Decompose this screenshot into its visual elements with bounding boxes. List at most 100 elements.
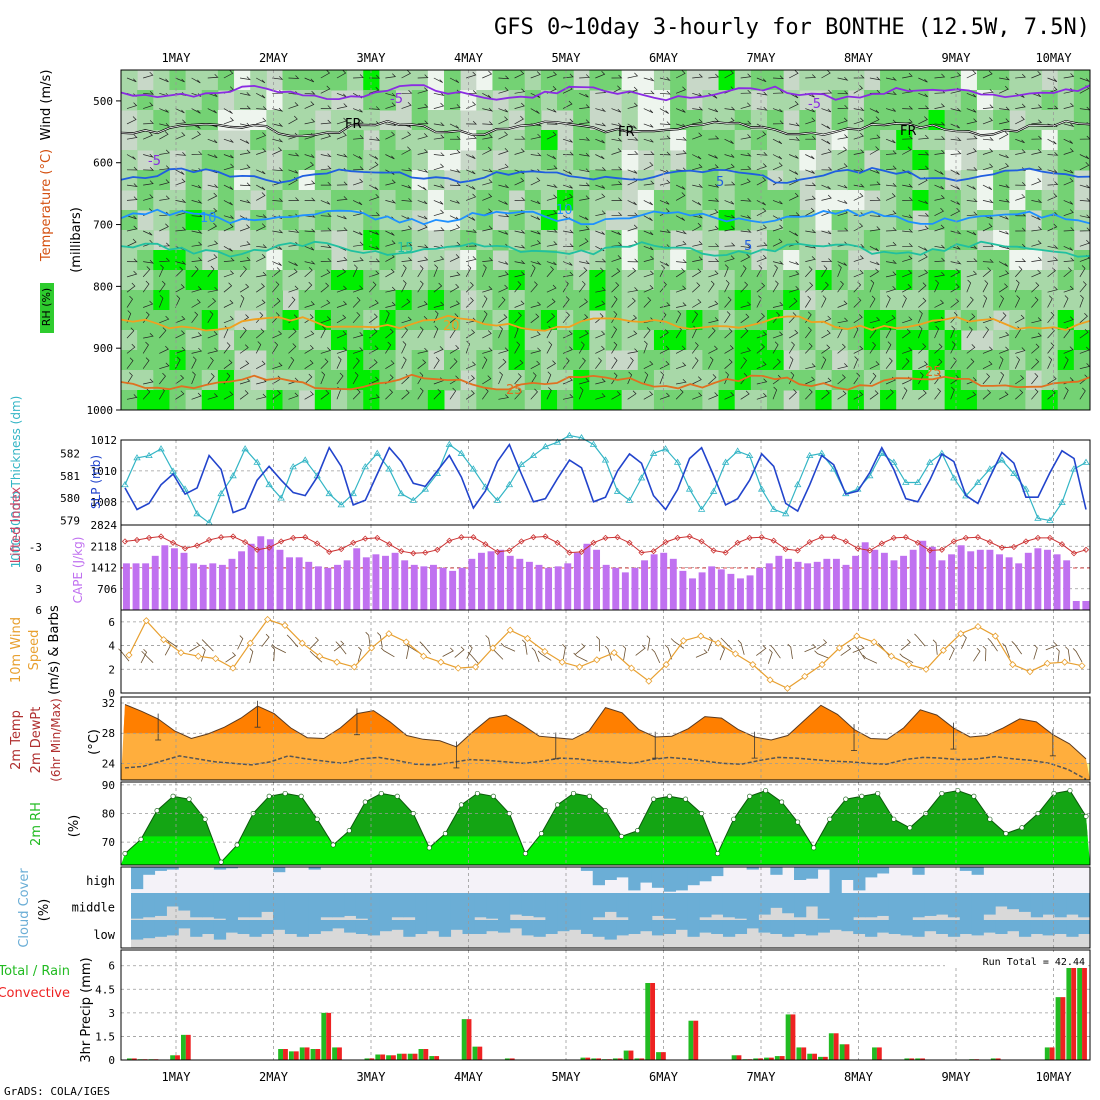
rh-cell [557, 290, 574, 311]
rh-cell [767, 230, 784, 251]
rh-cell [783, 150, 800, 171]
rh-cell [1041, 290, 1059, 311]
wind-barb [708, 135, 720, 140]
cape-bar [334, 564, 341, 610]
rh-cell [863, 290, 881, 311]
wind-speed-point [593, 656, 601, 664]
wind-barb [643, 151, 655, 155]
rh-cell [702, 110, 720, 131]
precip-convective-bar [391, 1055, 396, 1060]
low-cloud-bar [888, 920, 901, 934]
wind-barb [256, 223, 266, 232]
wind-barb [918, 361, 928, 370]
rh-cell [621, 110, 639, 131]
rh-cell [1009, 370, 1026, 391]
wind-barb [837, 264, 842, 278]
wind-barb [304, 314, 314, 324]
thickness-point [613, 487, 622, 494]
rh-cell [815, 310, 833, 331]
li-point [866, 547, 873, 554]
cape-bar [123, 563, 130, 610]
wind-barb [191, 356, 197, 369]
middle-cloud-bar [865, 893, 878, 918]
wind-barb [288, 285, 299, 293]
wind-barb [207, 286, 219, 293]
rh-cell [234, 150, 251, 171]
wind-barb [320, 200, 331, 205]
rh-cell [896, 170, 913, 191]
rh-cell [540, 70, 558, 91]
low-cloud-bar [557, 920, 570, 932]
wind-barb [498, 296, 506, 308]
rh-cell [330, 310, 348, 331]
precip-total-bar [915, 1058, 921, 1060]
wind-barb [466, 120, 478, 125]
cape-bar [1063, 560, 1071, 610]
wind-barb [821, 356, 827, 369]
wind-barb [530, 388, 538, 400]
wind-barb [530, 230, 541, 235]
li-point [1034, 534, 1042, 541]
li-point [278, 538, 285, 545]
wind-barb [966, 326, 973, 339]
rh-cell [1025, 330, 1043, 351]
wind-barb [223, 342, 231, 354]
wind-barb [1015, 375, 1025, 385]
rh-cell [1073, 290, 1090, 311]
rh-cell [492, 330, 510, 351]
rh-cell [976, 250, 994, 271]
wind-barb [869, 196, 881, 201]
li-point [578, 548, 585, 555]
low-cloud-bar [190, 920, 203, 937]
wind-barb [1047, 245, 1059, 249]
wind-barb [902, 228, 914, 233]
rh-cell [347, 150, 364, 171]
wind-barb [595, 345, 605, 354]
wind-barb [498, 75, 510, 80]
rh-cell [330, 130, 348, 151]
rh-point [683, 796, 689, 802]
precip-axis-title: 3hr Precip (mm) [79, 957, 94, 1062]
wind-speed-point [818, 660, 826, 669]
wind-barb [998, 215, 1009, 220]
wind-barb [659, 135, 671, 140]
rh-cell [250, 110, 267, 131]
wind-barb [449, 345, 460, 354]
wind-barb [126, 372, 133, 385]
rh-cell [282, 270, 300, 291]
wind-barb [805, 182, 817, 187]
wind-barb [692, 214, 704, 219]
wind-barb [789, 285, 800, 293]
low-cloud-bar [616, 920, 629, 936]
thickness-point [193, 510, 201, 517]
wind-barb [805, 388, 813, 400]
wind-barb [239, 326, 247, 339]
rh-cell [201, 290, 219, 311]
precip-total-bar [904, 1058, 910, 1060]
cape-bar [506, 555, 514, 610]
wind-barb [740, 281, 749, 293]
rh-cell [686, 370, 703, 391]
rh-cell [944, 70, 962, 91]
wind-barb [789, 192, 799, 201]
rh-cell [1057, 70, 1075, 91]
li-point [830, 534, 837, 541]
wind-barb [1063, 102, 1075, 109]
wind-barb [336, 153, 348, 158]
cape-bar [717, 569, 725, 610]
wind-speed-point [350, 663, 358, 671]
rh-cell [734, 290, 752, 311]
wind-barb [821, 329, 831, 339]
li-point [121, 538, 129, 545]
li-point [698, 538, 705, 545]
surface-wind-barb [596, 636, 600, 652]
wind-barb [1079, 312, 1088, 324]
wind-barb [449, 182, 461, 186]
rh-cell [960, 70, 978, 91]
cape-bar [967, 551, 975, 610]
wind-barb [126, 327, 135, 339]
rh-cell [379, 130, 397, 151]
wind-barb [1015, 73, 1026, 79]
wind-barb [159, 123, 171, 127]
li-point [734, 539, 741, 546]
